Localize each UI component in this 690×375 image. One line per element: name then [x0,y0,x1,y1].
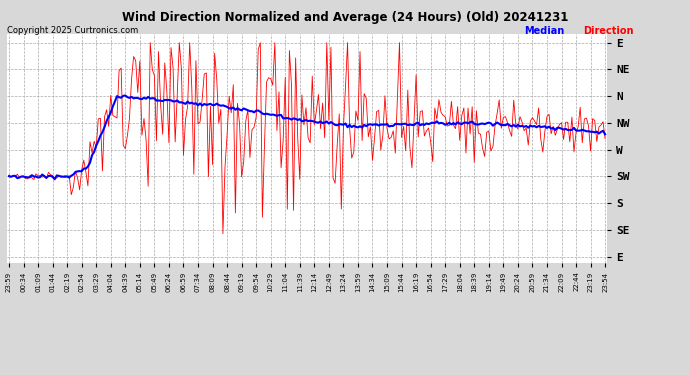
Text: Median: Median [524,26,564,36]
Text: Direction: Direction [583,26,633,36]
Text: Wind Direction Normalized and Average (24 Hours) (Old) 20241231: Wind Direction Normalized and Average (2… [122,11,568,24]
Text: Copyright 2025 Curtronics.com: Copyright 2025 Curtronics.com [7,26,138,35]
